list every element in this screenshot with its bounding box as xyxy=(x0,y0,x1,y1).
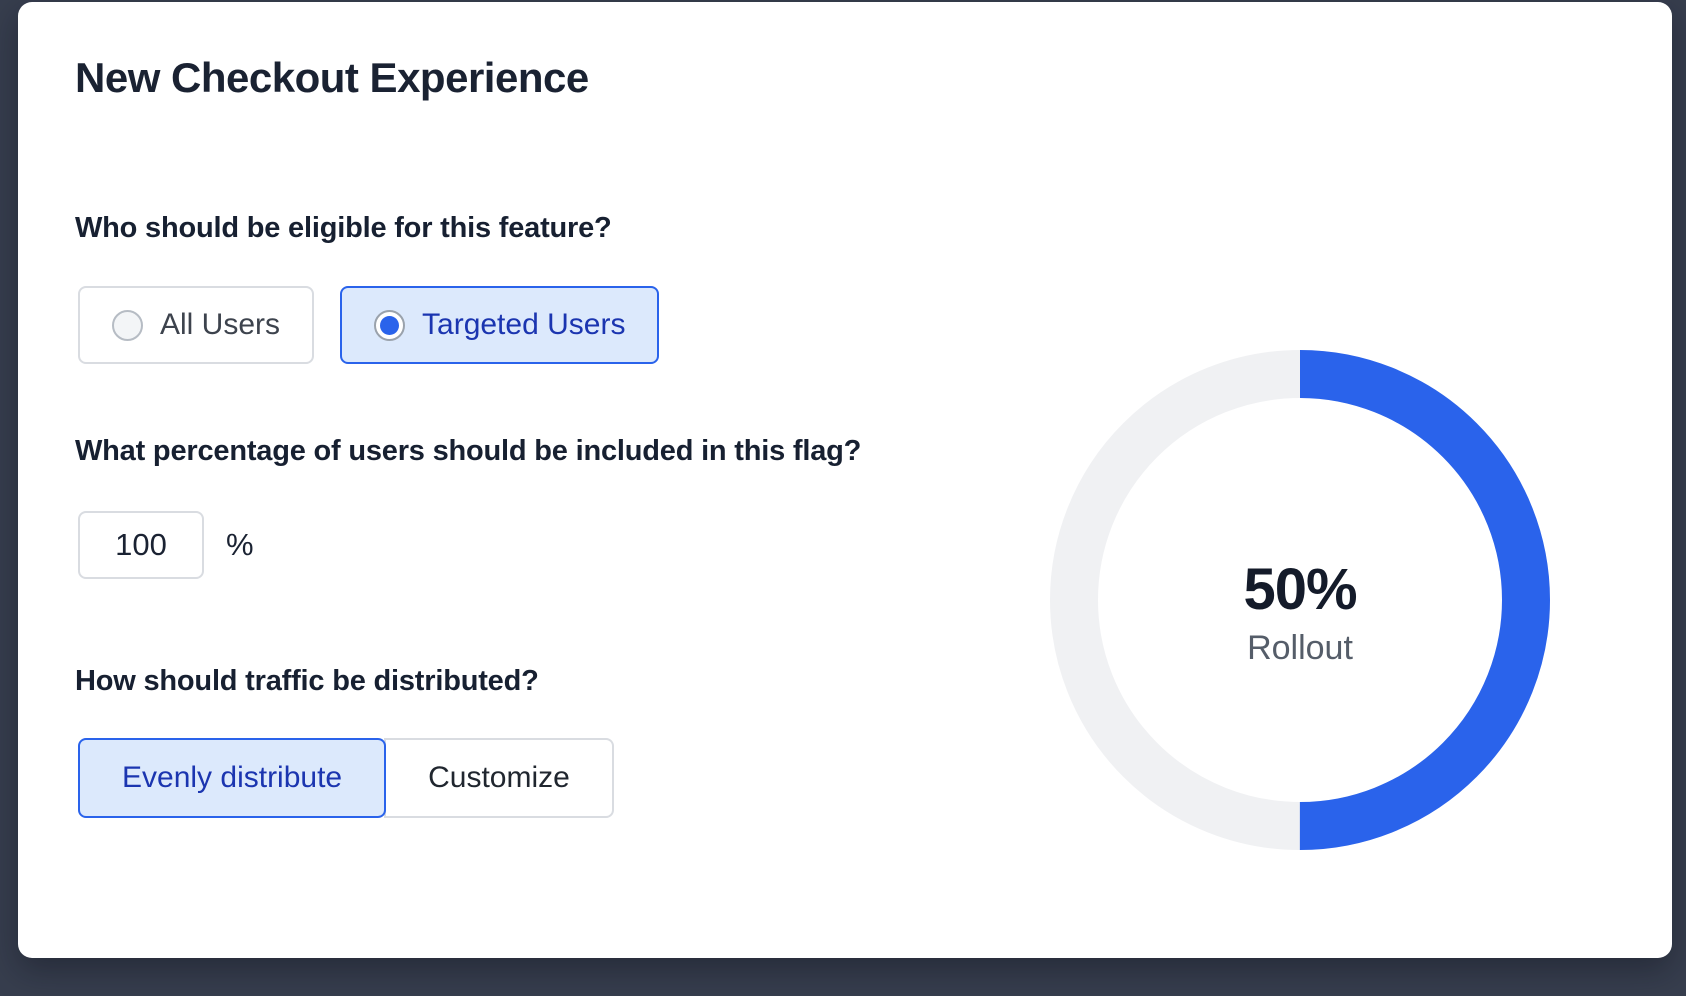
donut-value: 50% xyxy=(1243,557,1357,622)
option-targeted-users[interactable]: Targeted Users xyxy=(340,286,660,364)
percentage-row: % xyxy=(78,511,254,579)
evenly-distribute-button[interactable]: Evenly distribute xyxy=(78,738,387,818)
distribution-question: How should traffic be distributed? xyxy=(75,665,539,697)
percentage-unit: % xyxy=(226,527,254,562)
donut-svg xyxy=(1050,350,1550,850)
customize-label: Customize xyxy=(428,761,570,794)
eligibility-options: All Users Targeted Users xyxy=(78,286,660,364)
option-all-users-label: All Users xyxy=(160,308,281,341)
donut-center: 50% Rollout xyxy=(1050,350,1550,850)
evenly-distribute-label: Evenly distribute xyxy=(122,761,343,794)
percentage-question: What percentage of users should be inclu… xyxy=(75,435,862,467)
radio-unselected-icon xyxy=(112,309,143,341)
option-targeted-users-label: Targeted Users xyxy=(422,308,626,341)
donut-label: Rollout xyxy=(1247,629,1353,667)
percentage-input[interactable] xyxy=(78,511,204,579)
eligibility-question: Who should be eligible for this feature? xyxy=(75,212,612,244)
option-all-users[interactable]: All Users xyxy=(78,286,315,364)
donut-progress xyxy=(1050,350,1550,850)
feature-flag-card: New Checkout Experience Who should be el… xyxy=(18,2,1672,958)
page-title: New Checkout Experience xyxy=(75,54,589,101)
rollout-donut-chart: 50% Rollout xyxy=(1050,350,1550,850)
customize-button[interactable]: Customize xyxy=(384,738,614,818)
distribution-options: Evenly distribute Customize xyxy=(78,738,614,818)
radio-selected-icon xyxy=(374,309,406,341)
